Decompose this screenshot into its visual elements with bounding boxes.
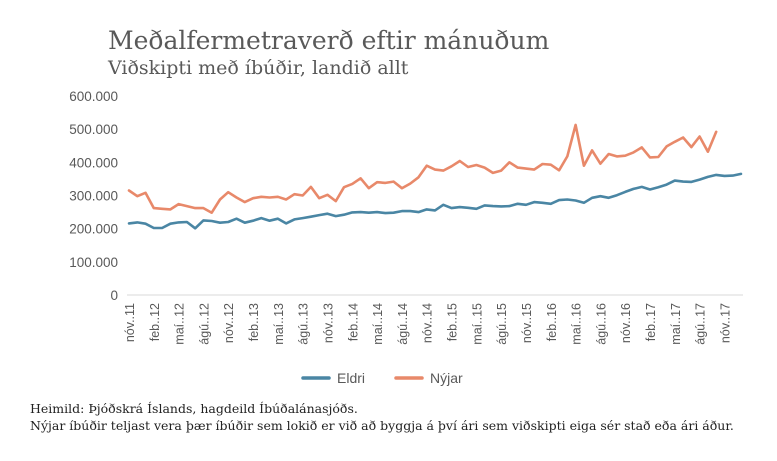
x-tick-label: feb..16	[545, 303, 559, 341]
x-tick-label: ágú..16	[594, 303, 608, 345]
x-tick-label: feb..15	[446, 303, 460, 341]
series-line-nyjar	[127, 123, 718, 214]
source-note: Heimild: Þjóðskrá Íslands, hagdeild Íbúð…	[30, 401, 358, 416]
x-tick-label: maí..15	[470, 303, 484, 345]
x-tick-label: nóv..15	[520, 303, 534, 343]
y-tick-label: 100.000	[69, 255, 118, 270]
definition-note: Nýjar íbúðir teljast vera þær íbúðir sem…	[30, 418, 734, 433]
y-tick-label: 0	[110, 288, 118, 303]
y-tick-label: 300.000	[69, 189, 118, 204]
x-tick-label: maí..13	[272, 303, 286, 345]
x-tick-label: ágú..13	[297, 303, 311, 345]
x-tick-label: nóv..11	[123, 303, 137, 342]
x-tick-label: feb..14	[346, 303, 360, 341]
x-tick-label: ágú..15	[495, 303, 509, 345]
chart-title: Meðalfermetraverð eftir mánuðum	[108, 26, 550, 55]
x-tick-label: nóv..12	[222, 303, 236, 343]
line-chart: 0 100.000 200.000 300.000 400.000 500.000 600.…	[69, 89, 743, 386]
x-tick-label: maí..14	[371, 303, 385, 345]
y-tick-label: 200.000	[69, 222, 118, 237]
x-tick-label: nóv..13	[321, 303, 335, 343]
chart-subtitle: Viðskipti með íbúðir, landið allt	[108, 57, 409, 79]
legend-label-nyjar: Nýjar	[430, 370, 463, 386]
x-tick-label: nóv..16	[619, 303, 633, 343]
x-tick-label: ágú..12	[197, 303, 211, 345]
x-tick-label: feb..17	[644, 303, 658, 341]
x-tick-label: maí..17	[669, 303, 683, 345]
x-tick-label: maí..12	[173, 303, 187, 345]
y-tick-label: 600.000	[69, 89, 118, 104]
x-tick-label: feb..13	[247, 303, 261, 341]
legend-label-eldri: Eldri	[337, 370, 365, 386]
y-tick-label: 500.000	[69, 122, 118, 137]
series-line-eldri	[127, 172, 743, 230]
x-tick-label: nóv..17	[718, 303, 732, 343]
x-tick-label: nóv..14	[421, 303, 435, 343]
x-tick-label: ágú..17	[694, 303, 708, 345]
y-tick-label: 400.000	[69, 155, 118, 170]
x-tick-label: feb..12	[148, 303, 162, 341]
x-tick-label: ágú..14	[396, 303, 410, 345]
x-tick-label: maí..16	[570, 303, 584, 345]
